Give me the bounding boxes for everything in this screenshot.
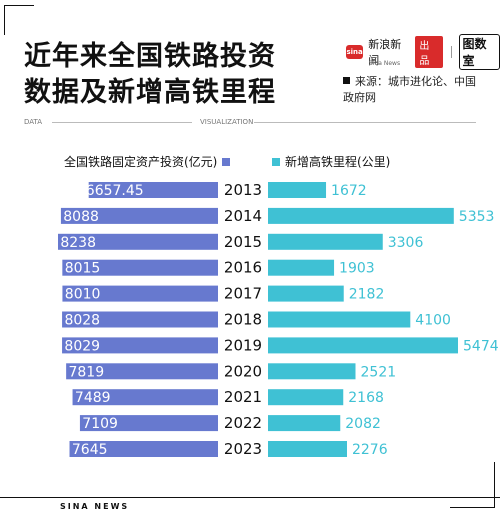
- legend-right: 新增高铁里程(公里): [272, 153, 390, 170]
- year-label-2015: 2015: [224, 233, 262, 251]
- value-label-hsr-2016: 1903: [339, 261, 375, 277]
- bar-hsr-2018: [268, 311, 411, 328]
- data-studio-logo: 图数室: [459, 34, 500, 70]
- bar-hsr-2016: [268, 259, 335, 276]
- legend-left-swatch: [222, 157, 231, 166]
- value-label-hsr-2017: 2182: [349, 287, 385, 303]
- year-label-2023: 2023: [224, 440, 262, 458]
- value-label-hsr-2022: 2082: [345, 416, 381, 432]
- source-text: 来源：城市进化论、中国政府网: [343, 75, 476, 104]
- subtitle-left: DATA: [24, 118, 43, 126]
- bar-investment-2020: [66, 363, 218, 380]
- year-label-2014: 2014: [224, 207, 262, 225]
- value-label-hsr-2019: 5474: [463, 338, 499, 354]
- value-label-investment-2018: 8028: [64, 313, 100, 329]
- year-label-2020: 2020: [224, 362, 262, 380]
- sina-logo-icon: sina: [346, 45, 364, 59]
- footer-brand: SINA NEWS: [60, 502, 130, 511]
- bar-investment-2019: [62, 337, 219, 354]
- bar-investment-2018: [62, 311, 218, 328]
- bar-investment-2017: [62, 285, 219, 302]
- produce-badge: 出品: [415, 36, 443, 68]
- legend-left-label: 全国铁路固定资产投资(亿元): [64, 155, 218, 169]
- bar-hsr-2017: [268, 285, 344, 302]
- subtitle-divider: [254, 122, 476, 123]
- bar-hsr-2023: [268, 441, 347, 457]
- brand-name: 新浪新闻: [368, 38, 402, 67]
- bar-investment-2016: [62, 259, 219, 276]
- bar-investment-2013: [88, 182, 218, 198]
- value-label-hsr-2021: 2168: [348, 390, 384, 406]
- brand-divider: [450, 46, 452, 58]
- year-label-2018: 2018: [224, 311, 262, 329]
- brand-subname: Sina News: [369, 60, 401, 67]
- bar-hsr-2015: [268, 233, 383, 250]
- subtitle-divider: [52, 122, 192, 123]
- bar-hsr-2014: [268, 207, 454, 224]
- bar-hsr-2021: [268, 389, 344, 406]
- source-note: 来源：城市进化论、中国政府网: [343, 74, 483, 106]
- value-label-investment-2019: 8029: [64, 338, 100, 354]
- legend-right-label: 新增高铁里程(公里): [285, 155, 391, 169]
- value-label-investment-2020: 7819: [68, 364, 104, 380]
- year-label-2013: 2013: [224, 181, 262, 199]
- page-title-line2: 数据及新增高铁里程: [24, 77, 276, 108]
- value-label-hsr-2018: 4100: [415, 313, 451, 329]
- value-label-investment-2023: 7645: [72, 442, 108, 458]
- legend-right-swatch: [272, 157, 280, 166]
- year-label-2022: 2022: [224, 414, 262, 432]
- value-label-investment-2015: 8238: [60, 235, 96, 251]
- value-label-hsr-2014: 5353: [459, 209, 495, 225]
- value-label-investment-2016: 8015: [65, 261, 101, 277]
- bar-investment-2021: [72, 389, 219, 406]
- value-label-investment-2017: 8010: [65, 287, 101, 303]
- value-label-hsr-2020: 2521: [361, 364, 397, 380]
- legend-left: 全国铁路固定资产投资(亿元): [64, 153, 231, 170]
- bar-hsr-2013: [268, 182, 327, 198]
- year-label-2021: 2021: [224, 388, 262, 406]
- brand-logos: sina 新浪新闻 出品 图数室: [346, 34, 500, 70]
- corner-mark: [450, 507, 495, 508]
- year-label-2016: 2016: [224, 259, 262, 277]
- value-label-investment-2014: 8088: [63, 209, 99, 225]
- square-bullet-icon: [343, 77, 350, 84]
- bar-investment-2022: [79, 415, 219, 432]
- value-label-hsr-2015: 3306: [388, 235, 424, 251]
- bar-hsr-2022: [268, 415, 341, 432]
- value-label-investment-2022: 7109: [82, 416, 118, 432]
- bar-investment-2023: [69, 441, 218, 457]
- bar-hsr-2020: [268, 363, 356, 380]
- page-title-line1: 近年来全国铁路投资: [24, 41, 276, 72]
- bar-hsr-2019: [268, 337, 458, 354]
- year-label-2019: 2019: [224, 336, 262, 354]
- value-label-investment-2021: 7489: [75, 390, 111, 406]
- value-label-investment-2013: 6657.45: [86, 183, 144, 199]
- year-label-2017: 2017: [224, 285, 262, 303]
- subtitle-row: DATA VISUALIZATION: [24, 118, 476, 130]
- corner-mark: [4, 5, 5, 35]
- value-label-hsr-2023: 2276: [352, 442, 388, 458]
- bar-investment-2015: [58, 233, 218, 250]
- footer-divider: [0, 497, 500, 498]
- subtitle-right: VISUALIZATION: [200, 118, 254, 126]
- bar-investment-2014: [60, 207, 218, 224]
- corner-mark: [4, 5, 34, 6]
- value-label-hsr-2013: 1672: [331, 183, 367, 199]
- corner-mark: [494, 462, 495, 508]
